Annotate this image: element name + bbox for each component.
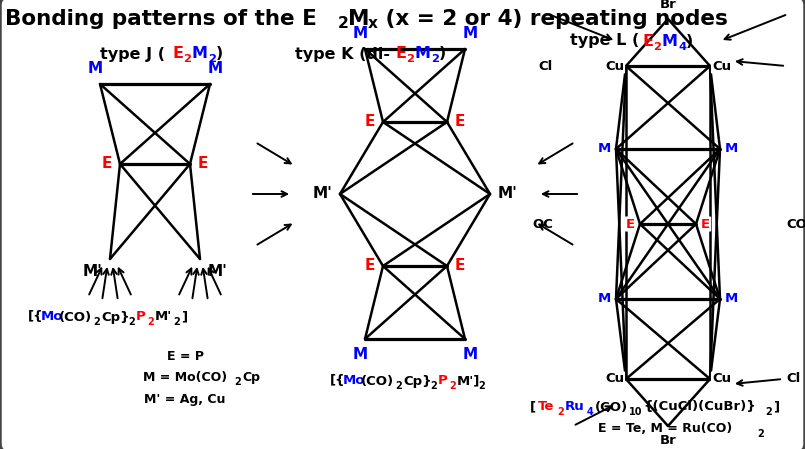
Text: E: E	[455, 259, 465, 273]
Text: Cl: Cl	[539, 60, 553, 72]
Text: 2: 2	[765, 407, 772, 417]
Text: M: M	[353, 347, 368, 362]
Text: M': M'	[498, 186, 518, 202]
Text: Cp}: Cp}	[101, 311, 130, 323]
Text: CO: CO	[786, 217, 805, 230]
Text: 2: 2	[208, 54, 216, 64]
Text: M: M	[661, 34, 677, 48]
Text: Cu: Cu	[605, 373, 624, 386]
Text: M: M	[348, 9, 369, 29]
Text: 2: 2	[431, 54, 439, 64]
Text: M': M'	[208, 264, 228, 279]
Text: (x = 2 or 4) repeating nodes: (x = 2 or 4) repeating nodes	[378, 9, 728, 29]
Text: 10: 10	[629, 407, 642, 417]
Text: M: M	[208, 61, 222, 76]
Text: M = Mo(CO): M = Mo(CO)	[143, 371, 227, 384]
Text: M: M	[598, 292, 611, 305]
Text: E: E	[625, 217, 635, 230]
Text: type K (di-: type K (di-	[295, 47, 390, 62]
Text: M': M'	[312, 186, 332, 202]
Text: Cp}: Cp}	[403, 374, 431, 387]
Text: E: E	[172, 47, 183, 62]
Text: E: E	[395, 47, 406, 62]
Text: M: M	[414, 47, 430, 62]
Text: Ru: Ru	[565, 401, 584, 414]
Text: E: E	[198, 157, 208, 172]
Text: 2: 2	[430, 381, 437, 391]
Text: M: M	[191, 47, 207, 62]
Text: (CO): (CO)	[361, 374, 394, 387]
Text: Cp: Cp	[242, 371, 260, 384]
Text: Mo: Mo	[41, 311, 64, 323]
Text: M']: M']	[457, 374, 481, 387]
Text: [{: [{	[28, 311, 43, 323]
Text: M': M'	[155, 311, 172, 323]
Text: [: [	[530, 401, 536, 414]
Text: M: M	[462, 347, 477, 362]
Text: E: E	[365, 259, 375, 273]
Text: 4: 4	[678, 42, 686, 52]
Text: M: M	[598, 142, 611, 155]
Text: Te: Te	[538, 401, 555, 414]
Text: M': M'	[82, 264, 102, 279]
Text: (CO): (CO)	[595, 401, 628, 414]
Text: E: E	[365, 114, 375, 129]
Text: P: P	[438, 374, 448, 387]
Text: {(CuCl)(CuBr)}: {(CuCl)(CuBr)}	[643, 401, 756, 414]
Text: type L (: type L (	[570, 34, 639, 48]
Text: 2: 2	[557, 407, 564, 417]
Text: M: M	[88, 61, 102, 76]
Text: Cu: Cu	[605, 60, 624, 72]
Text: Cl: Cl	[786, 373, 800, 386]
Text: E: E	[101, 157, 112, 172]
Text: M: M	[725, 142, 738, 155]
Text: Br: Br	[659, 434, 676, 447]
Text: ]: ]	[773, 401, 779, 414]
Text: 2: 2	[449, 381, 456, 391]
Text: M' = Ag, Cu: M' = Ag, Cu	[144, 393, 225, 406]
Text: 2: 2	[147, 317, 154, 327]
Text: E: E	[701, 217, 710, 230]
Text: M: M	[353, 26, 368, 41]
Text: 2: 2	[338, 16, 349, 31]
Text: 2: 2	[128, 317, 134, 327]
Text: Cu: Cu	[712, 60, 731, 72]
Text: 2: 2	[478, 381, 485, 391]
Text: E: E	[455, 114, 465, 129]
Text: 2: 2	[757, 429, 764, 439]
Text: ): )	[216, 47, 223, 62]
Text: Mo: Mo	[343, 374, 365, 387]
Text: ): )	[686, 34, 693, 48]
Text: type J (: type J (	[100, 47, 165, 62]
Text: E: E	[642, 34, 653, 48]
Text: 2: 2	[234, 377, 241, 387]
Text: M: M	[462, 26, 477, 41]
Text: M: M	[725, 292, 738, 305]
Text: Cu: Cu	[712, 373, 731, 386]
Text: 2: 2	[183, 54, 191, 64]
Text: 2: 2	[653, 42, 661, 52]
Text: ): )	[439, 47, 446, 62]
Text: 2: 2	[406, 54, 414, 64]
Text: 2: 2	[93, 317, 100, 327]
Text: (CO): (CO)	[59, 311, 92, 323]
Text: P: P	[136, 311, 146, 323]
Text: Bonding patterns of the E: Bonding patterns of the E	[5, 9, 317, 29]
Text: 2: 2	[173, 317, 180, 327]
Text: [{: [{	[330, 374, 345, 387]
Text: OC: OC	[532, 217, 553, 230]
Text: 2: 2	[395, 381, 402, 391]
Text: Br: Br	[659, 0, 676, 11]
Text: E = Te, M = Ru(CO): E = Te, M = Ru(CO)	[598, 423, 732, 436]
Text: 4: 4	[587, 407, 594, 417]
Text: E = P: E = P	[167, 349, 204, 362]
Text: ]: ]	[181, 311, 187, 323]
Text: x: x	[368, 16, 378, 31]
